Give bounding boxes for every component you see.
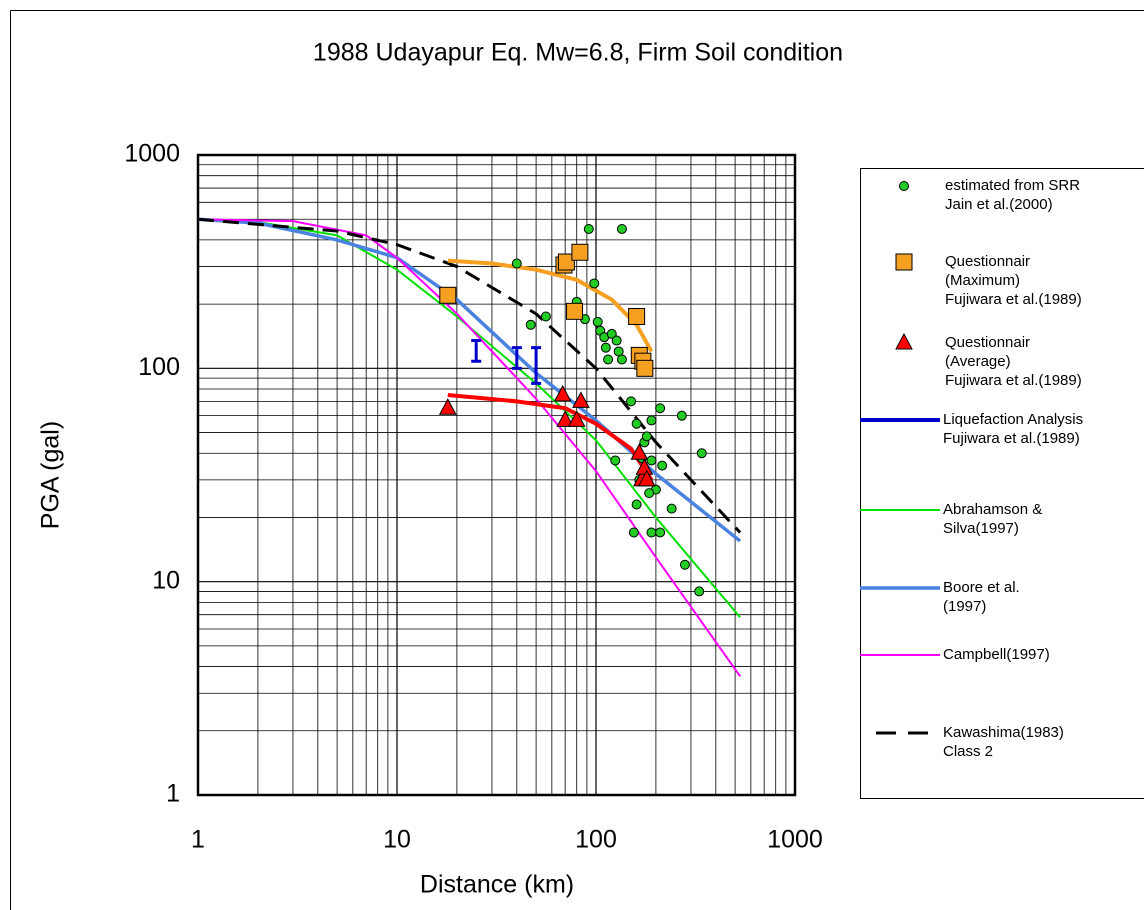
- data-point: [635, 458, 654, 475]
- data-point: [655, 527, 666, 538]
- data-point: [610, 455, 621, 466]
- legend-label: Silva(1997): [943, 520, 1019, 537]
- y-axis-label: PGA (gal): [37, 421, 65, 529]
- data-point: [567, 410, 586, 427]
- y-tick-label: 10: [152, 566, 180, 594]
- data-point: [676, 410, 687, 421]
- legend-marker: [899, 181, 909, 191]
- x-tick-label: 1000: [767, 826, 823, 854]
- data-point: [646, 455, 657, 466]
- data-point: [511, 258, 522, 269]
- data-point: [600, 342, 611, 353]
- legend-entry: Kawashima(1983) Class 2: [876, 724, 1064, 760]
- data-point: [438, 398, 457, 415]
- data-point: [694, 586, 705, 597]
- data-point: [553, 384, 572, 402]
- data-point: [646, 527, 657, 538]
- legend-label: Liquefaction Analysis: [943, 411, 1083, 428]
- data-point: [603, 354, 614, 365]
- data-point: [628, 307, 646, 325]
- legend-entry: Abrahamson & Silva(1997): [860, 501, 1042, 537]
- x-tick-label: 1: [191, 826, 205, 854]
- data-point: [611, 335, 622, 346]
- data-point: [636, 359, 654, 377]
- data-point: [655, 403, 666, 414]
- legend-entry: Boore et al. (1997): [860, 579, 1020, 615]
- y-tick-label: 1000: [124, 140, 180, 168]
- data-point: [589, 278, 600, 289]
- chart-title: 1988 Udayapur Eq. Mw=6.8, Firm Soil cond…: [313, 39, 843, 67]
- legend-label: (Average): [945, 353, 1011, 370]
- legend-label: Questionnair: [945, 334, 1030, 351]
- legend-label: Abrahamson &: [943, 501, 1042, 518]
- x-tick-label: 10: [383, 826, 411, 854]
- data-point: [540, 311, 551, 322]
- data-point: [641, 431, 652, 442]
- legend-entry: estimated from SRR Jain et al.(2000): [899, 177, 1080, 213]
- error-bar: [531, 346, 542, 385]
- data-point: [679, 559, 690, 570]
- plot-area: [197, 217, 742, 677]
- data-point: [439, 286, 457, 304]
- data-point: [592, 316, 603, 327]
- y-tick-label: 1: [166, 780, 180, 808]
- data-point: [583, 223, 594, 234]
- legend-entry: Liquefaction Analysis Fujiwara et al.(198…: [860, 411, 1083, 447]
- data-point: [556, 410, 575, 427]
- legend-entry: Questionnair (Maximum) Fujiwara et al.(198…: [895, 253, 1082, 308]
- y-tick-label: 100: [138, 353, 180, 381]
- legend-label: Campbell(1997): [943, 646, 1050, 663]
- legend-entry: Campbell(1997): [860, 646, 1050, 663]
- plot-border: [196, 153, 797, 797]
- x-tick-label: 100: [575, 826, 617, 854]
- data-point: [616, 223, 627, 234]
- data-point: [631, 499, 642, 510]
- data-point: [557, 253, 575, 271]
- legend-label: Jain et al.(2000): [945, 196, 1053, 213]
- data-point: [646, 415, 657, 426]
- data-point: [637, 469, 656, 487]
- data-point: [626, 396, 637, 407]
- error-bar: [471, 339, 482, 363]
- data-point: [525, 319, 536, 330]
- legend-label: Fujiwara et al.(1989): [943, 430, 1080, 447]
- data-point: [571, 243, 589, 261]
- data-point: [657, 460, 668, 471]
- data-point: [566, 302, 584, 320]
- data-point: [696, 448, 707, 459]
- legend-box: [860, 168, 1144, 799]
- data-point: [616, 354, 627, 365]
- legend-label: estimated from SRR: [945, 177, 1080, 194]
- legend-label: Boore et al.: [943, 579, 1020, 596]
- legend-label: Questionnair: [945, 253, 1030, 270]
- data-point: [628, 527, 639, 538]
- legend-label: Fujiwara et al.(1989): [945, 291, 1082, 308]
- curve: [197, 217, 742, 534]
- data-point: [572, 391, 590, 408]
- error-bar: [511, 346, 522, 370]
- data-point: [606, 328, 617, 339]
- data-point: [644, 488, 655, 499]
- legend-marker: [895, 332, 913, 350]
- x-axis-label: Distance (km): [420, 871, 574, 899]
- data-point: [631, 418, 642, 429]
- data-point: [666, 503, 677, 514]
- data-point: [630, 443, 649, 460]
- legend-label: (1997): [943, 598, 986, 615]
- legend-marker: [895, 253, 913, 271]
- legend-label: (Maximum): [945, 272, 1020, 289]
- legend-label: Kawashima(1983): [943, 724, 1064, 741]
- legend-label: Fujiwara et al.(1989): [945, 372, 1082, 389]
- legend-entry: Questionnair (Average) Fujiwara et al.(198…: [895, 332, 1082, 389]
- legend-label: Class 2: [943, 743, 993, 760]
